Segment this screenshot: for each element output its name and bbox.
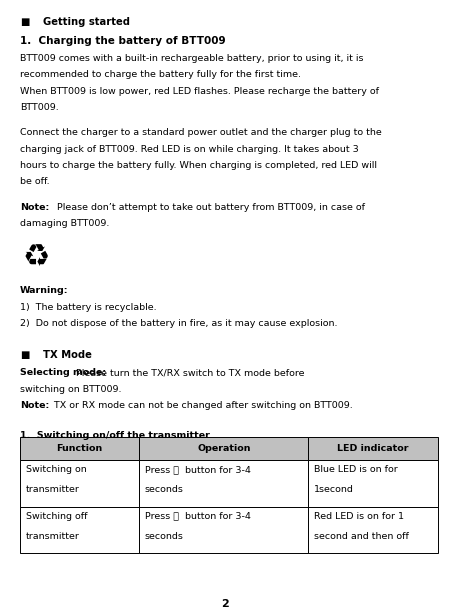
Text: Press ⏻  button for 3-4: Press ⏻ button for 3-4 <box>145 511 251 521</box>
Text: Connect the charger to a standard power outlet and the charger plug to the: Connect the charger to a standard power … <box>20 128 382 137</box>
Bar <box>139 437 308 460</box>
Text: BTT009.: BTT009. <box>20 103 59 112</box>
Text: TX Mode: TX Mode <box>43 351 92 360</box>
Text: hours to charge the battery fully. When charging is completed, red LED will: hours to charge the battery fully. When … <box>20 161 377 170</box>
Text: ■: ■ <box>20 17 30 27</box>
Bar <box>308 507 438 554</box>
Text: 1second: 1second <box>314 485 354 495</box>
Text: ■: ■ <box>20 351 30 360</box>
Text: Note:: Note: <box>20 203 49 211</box>
Bar <box>20 437 139 460</box>
Text: recommended to charge the battery fully for the first time.: recommended to charge the battery fully … <box>20 70 301 79</box>
Bar <box>20 460 139 507</box>
Text: Please don’t attempt to take out battery from BTT009, in case of: Please don’t attempt to take out battery… <box>51 203 365 211</box>
Text: 1.  Charging the battery of BTT009: 1. Charging the battery of BTT009 <box>20 36 226 46</box>
Text: Red LED is on for 1: Red LED is on for 1 <box>314 511 404 521</box>
Text: charging jack of BTT009. Red LED is on while charging. It takes about 3: charging jack of BTT009. Red LED is on w… <box>20 145 359 153</box>
Text: 1)  The battery is recyclable.: 1) The battery is recyclable. <box>20 303 157 312</box>
Text: Note:: Note: <box>20 401 49 410</box>
Text: switching on BTT009.: switching on BTT009. <box>20 384 122 394</box>
Text: BTT009 comes with a built-in rechargeable battery, prior to using it, it is: BTT009 comes with a built-in rechargeabl… <box>20 54 364 63</box>
Text: Warning:: Warning: <box>20 286 69 295</box>
Bar <box>308 460 438 507</box>
Bar <box>20 507 139 554</box>
Text: Function: Function <box>57 444 103 453</box>
Text: Switching on: Switching on <box>26 465 86 474</box>
Bar <box>308 437 438 460</box>
Text: Please turn the TX/RX switch to TX mode before: Please turn the TX/RX switch to TX mode … <box>70 368 305 377</box>
Text: Operation: Operation <box>197 444 251 453</box>
Text: ♻: ♻ <box>22 243 50 272</box>
Text: Getting started: Getting started <box>43 17 130 27</box>
Text: be off.: be off. <box>20 177 50 186</box>
Text: 2: 2 <box>220 599 229 609</box>
Text: transmitter: transmitter <box>26 532 79 541</box>
Bar <box>139 507 308 554</box>
Text: seconds: seconds <box>145 485 184 495</box>
Text: damaging BTT009.: damaging BTT009. <box>20 219 110 228</box>
Text: When BTT009 is low power, red LED flashes. Please recharge the battery of: When BTT009 is low power, red LED flashe… <box>20 87 379 95</box>
Text: Blue LED is on for: Blue LED is on for <box>314 465 397 474</box>
Text: 1.  Switching on/off the transmitter: 1. Switching on/off the transmitter <box>20 431 210 440</box>
Text: Selecting mode:: Selecting mode: <box>20 368 106 377</box>
Text: LED indicator: LED indicator <box>337 444 409 453</box>
Text: Switching off: Switching off <box>26 511 87 521</box>
Text: second and then off: second and then off <box>314 532 409 541</box>
Bar <box>139 460 308 507</box>
Text: Press ⏻  button for 3-4: Press ⏻ button for 3-4 <box>145 465 251 474</box>
Text: seconds: seconds <box>145 532 184 541</box>
Text: TX or RX mode can not be changed after switching on BTT009.: TX or RX mode can not be changed after s… <box>51 401 352 410</box>
Text: transmitter: transmitter <box>26 485 79 495</box>
Text: 2)  Do not dispose of the battery in fire, as it may cause explosion.: 2) Do not dispose of the battery in fire… <box>20 319 338 328</box>
